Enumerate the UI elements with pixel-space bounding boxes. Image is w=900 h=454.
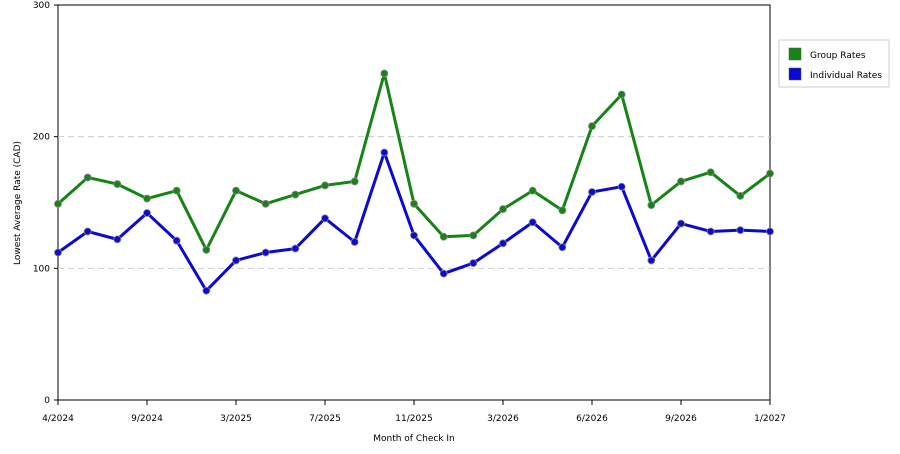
data-point [350,238,359,246]
data-point [380,69,389,78]
legend-swatch [788,67,802,81]
data-point [588,122,596,131]
data-point [410,231,418,240]
data-point [617,90,626,99]
x-tick-label: 1/2027 [754,414,786,424]
y-tick-label: 100 [33,264,50,274]
data-point [439,269,448,278]
legend-label: Individual Rates [810,71,882,81]
data-point [469,259,478,267]
data-point [588,188,596,196]
data-point [706,227,715,236]
data-point [558,243,567,252]
data-point [499,239,507,248]
x-axis-label: Month of Check In [373,434,455,444]
data-point [113,180,122,188]
data-point [528,186,537,195]
x-tick-label: 9/2026 [665,414,697,424]
data-point [410,199,418,208]
data-point [350,177,359,186]
data-point [736,192,745,200]
y-tick-label: 0 [44,396,50,406]
x-tick-label: 6/2026 [576,414,608,424]
y-tick-label: 300 [33,1,50,11]
x-tick-label: 3/2026 [487,414,519,424]
data-point [261,199,270,208]
data-point [261,248,270,257]
y-axis-label: Lowest Average Rate (CAD) [13,141,23,265]
data-point [558,206,567,215]
data-point [469,231,478,240]
data-point [736,226,745,235]
data-point [647,256,656,265]
series-line [57,150,771,293]
data-point [291,244,300,253]
series-line [57,71,771,252]
legend-label: Group Rates [810,51,866,61]
data-point [321,214,329,223]
data-point [202,245,211,254]
x-tick-label: 3/2025 [220,414,252,424]
data-point [766,169,774,178]
data-point [647,201,656,210]
data-point [766,227,774,236]
data-point [677,177,685,186]
data-point [172,236,181,245]
data-point [54,248,62,257]
data-point [706,168,715,177]
data-point [143,209,151,217]
data-point [232,186,240,195]
data-point [291,190,300,199]
data-point [113,235,122,244]
x-tick-label: 9/2024 [131,414,163,424]
x-tick-label: 4/2024 [42,414,74,424]
data-point [439,232,448,241]
legend-swatch [788,47,802,61]
y-tick-label: 200 [33,133,50,143]
data-point [321,181,329,190]
data-point [202,286,211,295]
data-point [499,205,507,213]
data-point [83,227,92,236]
data-point [232,256,240,265]
data-point [677,219,685,228]
data-point [172,186,181,195]
data-point [528,218,537,227]
x-tick-label: 7/2025 [309,414,341,424]
data-point [83,173,92,182]
data-point [380,148,389,157]
data-point [617,182,626,191]
data-point [143,194,151,203]
data-point [54,199,62,208]
x-tick-label: 11/2025 [395,414,432,424]
